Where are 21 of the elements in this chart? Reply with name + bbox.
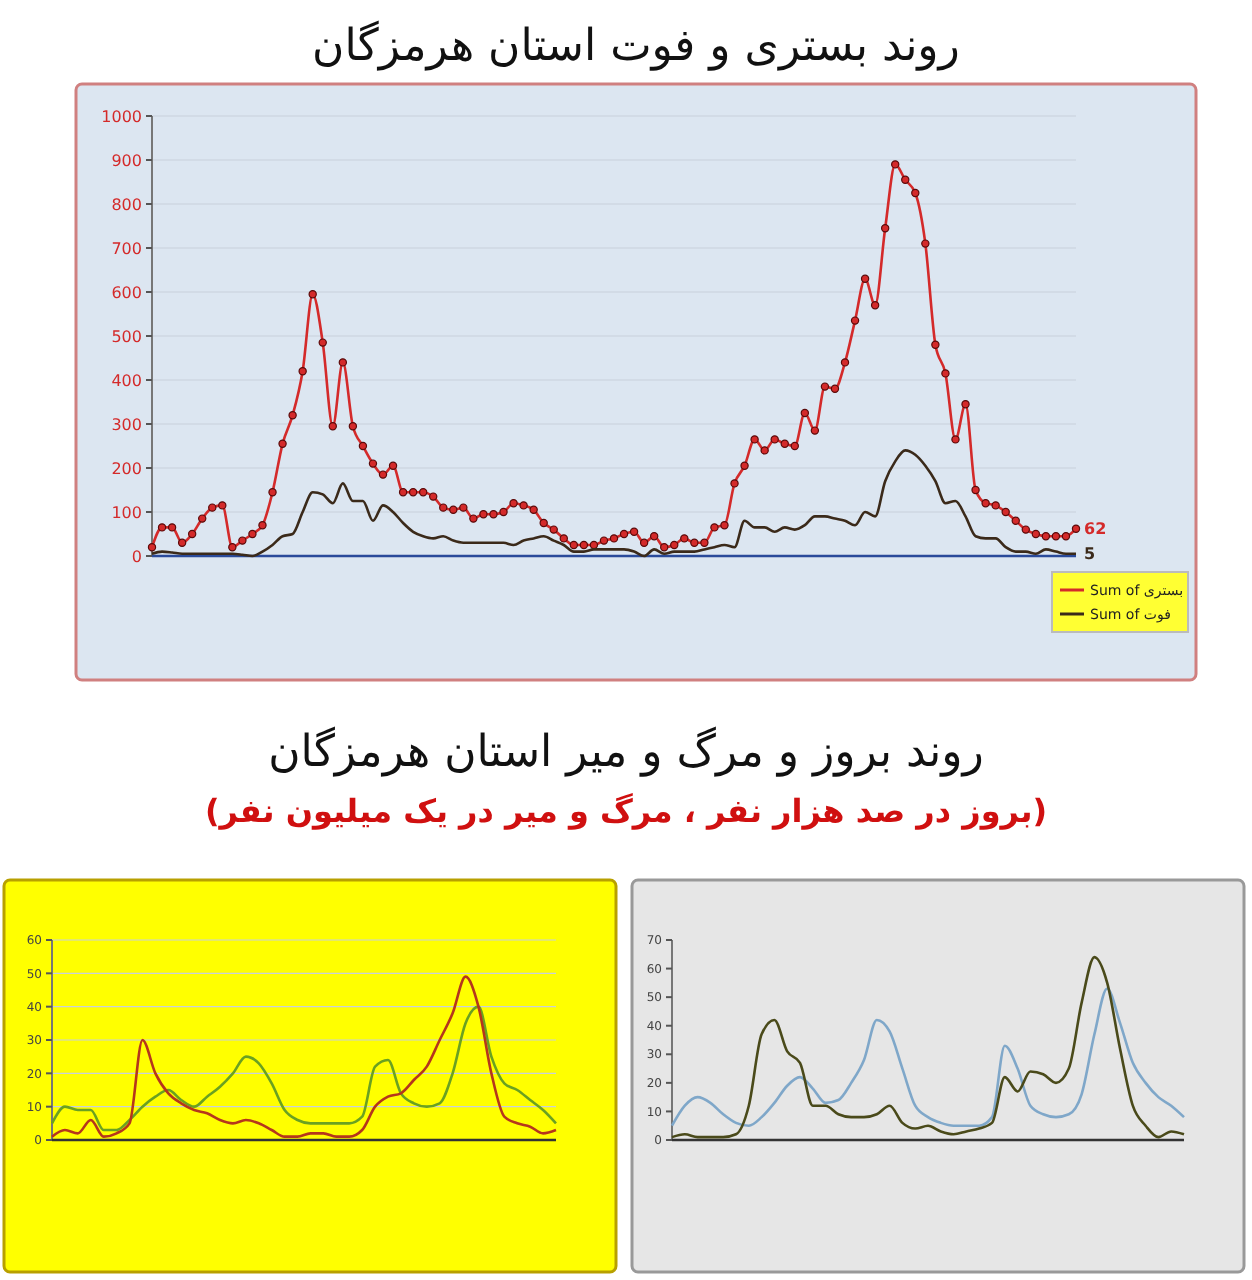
y-tick-label: 300 [111,415,142,434]
line-series [50,1005,558,1132]
line-series [670,955,1186,1139]
y-tick-label: 1000 [101,107,142,126]
y-tick-label: 800 [111,195,142,214]
line-series [150,449,1078,558]
y-tick-label: 600 [111,283,142,302]
text: (بروز در صد هزار نفر ، مرگ و میر در یک میلیون نفر) [204,792,1048,830]
y-tick-label: 700 [111,239,142,258]
line-series [50,975,558,1138]
y-tick-label: 0 [131,547,142,566]
text: روند بروز و مرگ و میر استان هرمزگان [268,726,984,778]
chart-title: روند بستری و فوت استان هرمزگان [312,20,960,72]
data-label: 5 [1084,545,1096,564]
y-tick-label: 500 [111,327,142,346]
y-tick-label: 400 [111,371,142,390]
y-tick-label: 100 [111,503,142,522]
y-tick-label: 200 [111,459,142,478]
data-label: 62 [1084,520,1107,539]
y-tick-label: 900 [111,151,142,170]
line-series [670,987,1186,1128]
